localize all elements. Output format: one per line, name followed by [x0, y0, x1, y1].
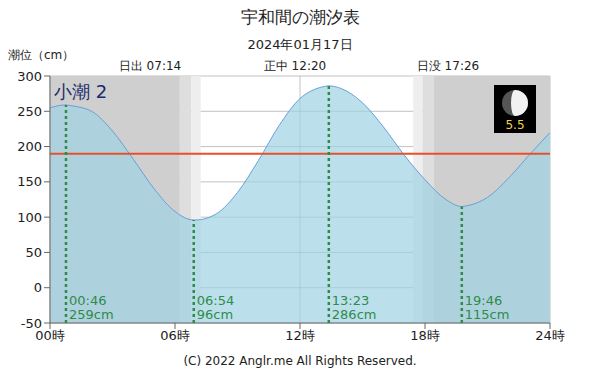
html-text:潮位（cm）: 潮位（cm）: [8, 48, 75, 62]
html-text:宇和間の潮汐表: 宇和間の潮汐表: [240, 7, 360, 27]
svg-text:13:23: 13:23: [332, 293, 369, 308]
svg-text:-50: -50: [21, 316, 42, 331]
svg-text:24時: 24時: [535, 328, 565, 343]
svg-text:06時: 06時: [160, 328, 190, 343]
svg-text:19:46: 19:46: [465, 293, 502, 308]
svg-text:300: 300: [17, 69, 42, 84]
svg-text:150: 150: [17, 174, 42, 189]
svg-text:0: 0: [34, 280, 42, 295]
svg-text:12時: 12時: [285, 328, 315, 343]
svg-text:96cm: 96cm: [197, 307, 233, 322]
svg-text:00:46: 00:46: [69, 293, 106, 308]
svg-text:06:54: 06:54: [197, 293, 234, 308]
svg-text:286cm: 286cm: [332, 307, 377, 322]
svg-text:200: 200: [17, 139, 42, 154]
html-text:(C) 2022 Anglr.me All Rights R: (C) 2022 Anglr.me All Rights Reserved.: [183, 354, 417, 368]
svg-text:50: 50: [25, 245, 42, 260]
svg-text:115cm: 115cm: [465, 307, 510, 322]
svg-text:259cm: 259cm: [69, 307, 114, 322]
svg-text:18時: 18時: [410, 328, 440, 343]
html-text:日出 07:14: 日出 07:14: [118, 59, 182, 73]
svg-text:100: 100: [17, 210, 42, 225]
html-text:小潮 2: 小潮 2: [54, 81, 108, 102]
html-text:正中 12:20: 正中 12:20: [263, 59, 327, 73]
svg-text:00時: 00時: [35, 328, 65, 344]
svg-text:5.5: 5.5: [505, 118, 524, 132]
html-text:2024年01月17日: 2024年01月17日: [247, 37, 353, 52]
html-text:日没 17:26: 日没 17:26: [416, 59, 480, 73]
svg-text:250: 250: [17, 104, 42, 119]
